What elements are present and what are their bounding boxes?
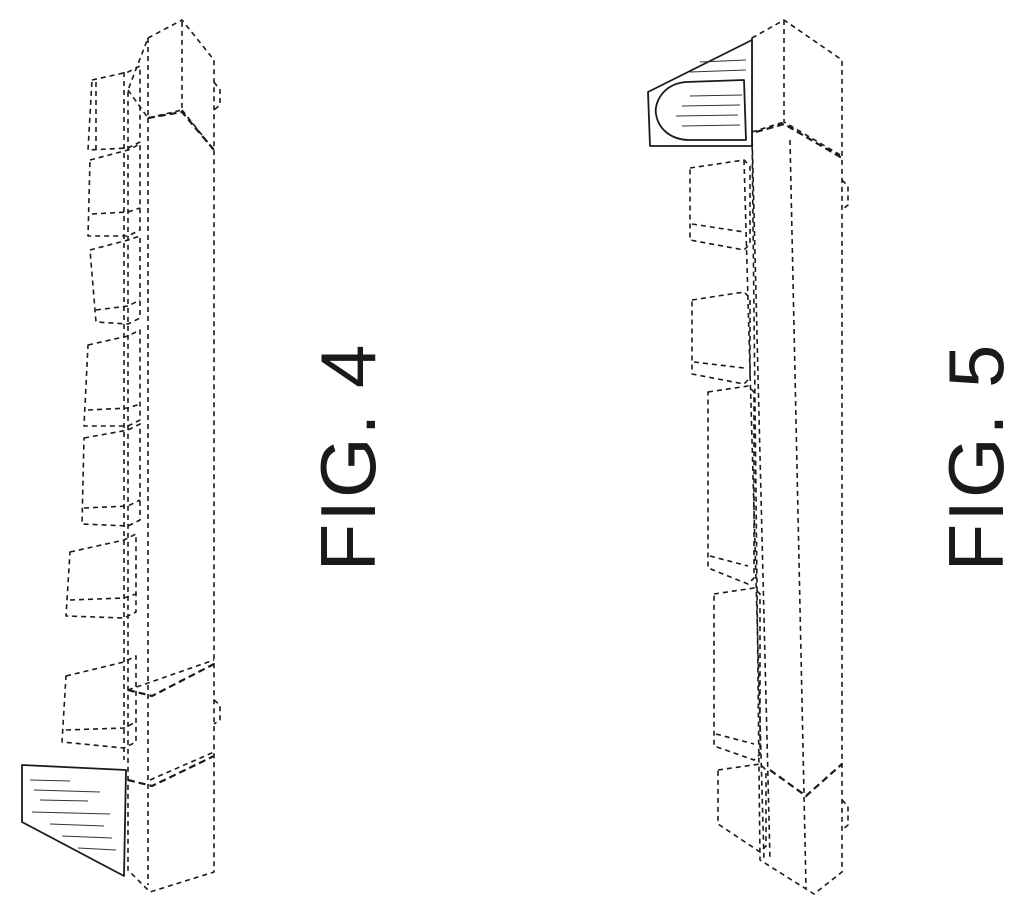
- fig-4-label: FIG. 4: [303, 327, 393, 587]
- fig5-housing: [752, 20, 848, 894]
- fig5-end-cap: [648, 40, 752, 146]
- fig5-keys: [690, 160, 766, 860]
- fig-5-label: FIG. 5: [931, 327, 1021, 587]
